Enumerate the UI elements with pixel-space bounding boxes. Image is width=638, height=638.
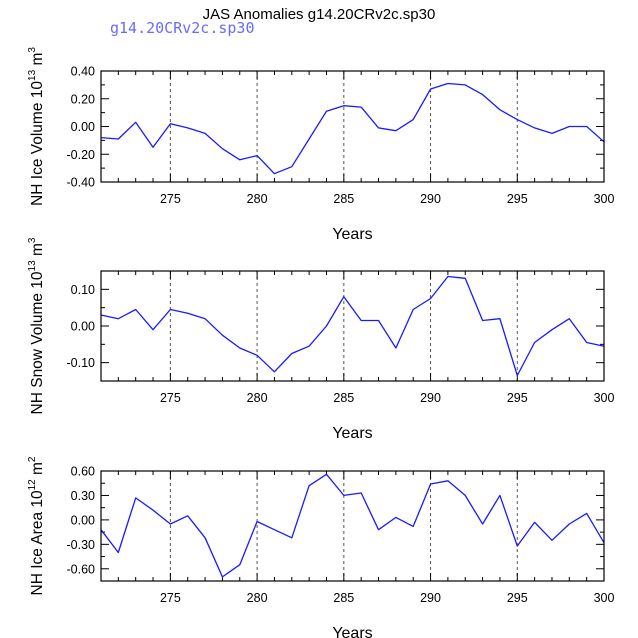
y-tick-label: 0.60: [71, 465, 95, 479]
x-tick-label: 290: [420, 192, 441, 206]
y-tick-label: 0.00: [71, 513, 95, 527]
y-axis-label: NH Ice Area 1012 m2: [27, 456, 46, 595]
plot-frame: [100, 470, 605, 582]
x-axis-label: Years: [332, 226, 372, 243]
x-tick-label: 280: [247, 591, 268, 605]
x-axis-label: Years: [332, 425, 372, 442]
y-tick-label: 0.00: [71, 120, 95, 134]
chart-panel-2: -0.10 0.00 0.10 275 280 285 290 295 300 Years NH S…: [27, 237, 614, 442]
y-axis-label: NH Snow Volume 1013 m3: [27, 237, 46, 414]
y-tick-label: 0.40: [71, 65, 95, 79]
series-legend-label: g14.20CRv2c.sp30: [110, 19, 255, 37]
x-tick-label: 285: [333, 591, 354, 605]
x-tick-label: 295: [507, 591, 528, 605]
x-tick-label: 300: [594, 192, 615, 206]
plot-frame: [100, 70, 605, 183]
x-tick-label: 295: [507, 192, 528, 206]
x-tick-label: 290: [420, 391, 441, 405]
x-tick-label: 275: [160, 391, 181, 405]
y-tick-label: -0.20: [67, 148, 96, 162]
x-axis-label: Years: [332, 625, 372, 638]
x-tick-label: 285: [333, 192, 354, 206]
y-axis-label: NH Ice Volume 1013 m3: [27, 47, 46, 206]
series-line: [100, 82, 605, 175]
y-tick-label: 0.20: [71, 92, 95, 106]
x-tick-label: 275: [160, 591, 181, 605]
y-tick-label: -0.60: [67, 562, 96, 576]
figure-title: JAS Anomalies g14.20CRv2c.sp30: [202, 6, 436, 23]
x-tick-label: 280: [247, 192, 268, 206]
series-line: [100, 473, 605, 578]
y-tick-label: -0.30: [67, 538, 96, 552]
y-tick-label: -0.40: [67, 176, 96, 190]
y-tick-label: 0.10: [71, 283, 95, 297]
x-tick-label: 300: [594, 391, 615, 405]
chart-panel-1: -0.40 -0.20 0.00 0.20 0.40 275 280 285 290 295 300…: [27, 47, 614, 243]
x-tick-label: 275: [160, 192, 181, 206]
y-tick-label: 0.30: [71, 489, 95, 503]
x-tick-label: 295: [507, 391, 528, 405]
x-tick-label: 300: [594, 591, 615, 605]
chart-panel-3: -0.60 -0.30 0.00 0.30 0.60 275 280 285 290 295 300…: [27, 456, 614, 638]
series-line: [100, 275, 605, 377]
x-tick-label: 290: [420, 591, 441, 605]
y-tick-label: 0.00: [71, 320, 95, 334]
x-tick-label: 285: [333, 391, 354, 405]
plot-frame: [100, 270, 605, 382]
x-tick-label: 280: [247, 391, 268, 405]
y-tick-label: -0.10: [67, 356, 96, 370]
